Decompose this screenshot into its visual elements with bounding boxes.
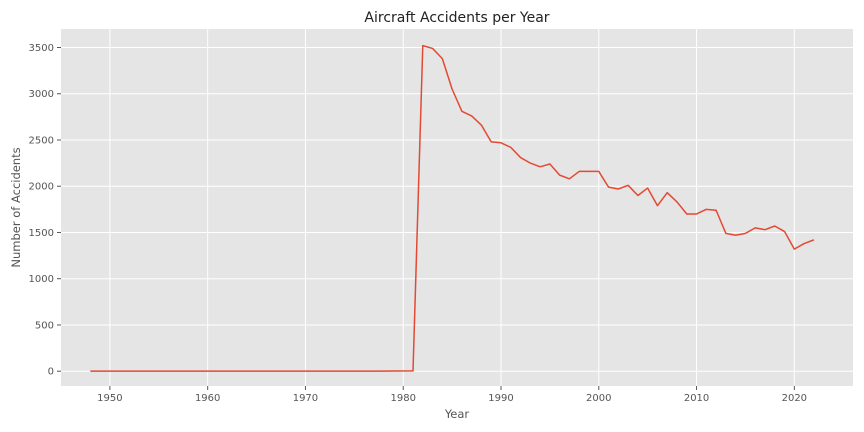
- y-tick-label: 3000: [29, 89, 54, 100]
- x-axis-label: Year: [444, 407, 470, 421]
- y-tick-label: 2000: [29, 182, 54, 193]
- x-tick-label: 1980: [390, 393, 415, 404]
- x-tick-label: 1990: [488, 393, 513, 404]
- axis-ticks: 1950 1960 1970 1980 1990 2000 2010 2020 0 500 1000…: [29, 43, 808, 404]
- y-axis-label: Number of Accidents: [9, 147, 23, 267]
- y-tick-label: 1000: [29, 274, 54, 285]
- series-line: [90, 44, 815, 372]
- chart-title: Aircraft Accidents per Year: [364, 10, 549, 26]
- x-tick-label: 1970: [293, 393, 318, 404]
- y-tick-label: 2500: [29, 135, 54, 146]
- x-tick-label: 2000: [586, 393, 611, 404]
- y-tick-label: 0: [48, 367, 54, 378]
- y-tick-label: 1500: [29, 228, 54, 239]
- x-tick-label: 1950: [97, 393, 122, 404]
- plot-area: [61, 29, 853, 386]
- y-tick-label: 500: [35, 320, 54, 331]
- x-tick-label: 2020: [782, 393, 807, 404]
- y-tick-label: 3500: [29, 43, 54, 54]
- x-tick-label: 2010: [684, 393, 709, 404]
- x-tick-label: 1960: [195, 393, 220, 404]
